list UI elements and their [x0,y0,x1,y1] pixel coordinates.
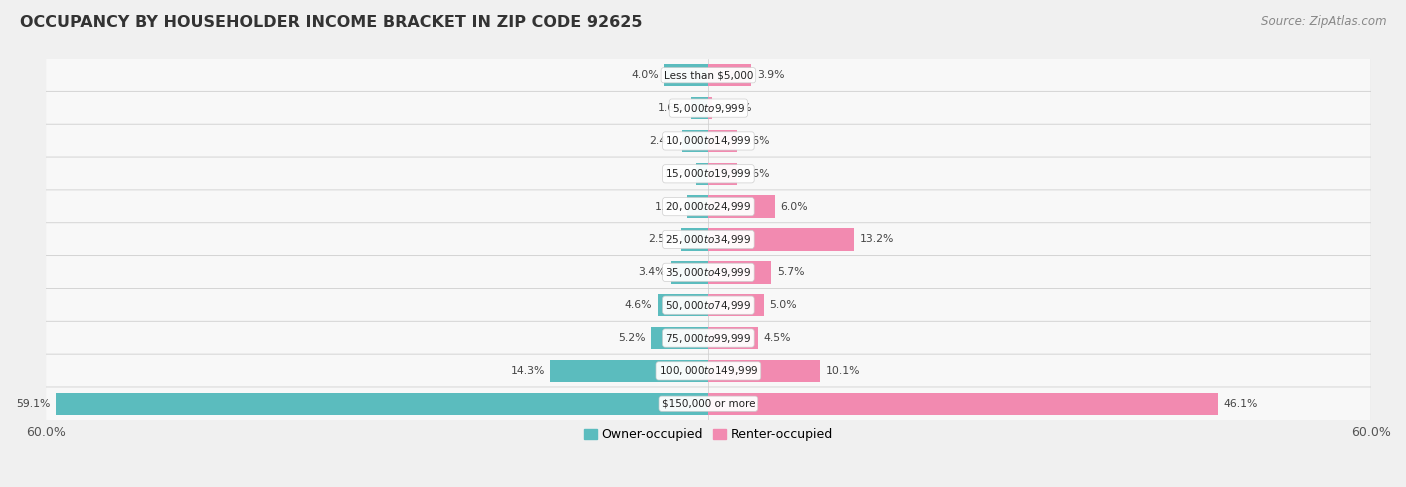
FancyBboxPatch shape [45,288,1371,322]
Text: 2.5%: 2.5% [648,234,675,244]
Text: $150,000 or more: $150,000 or more [662,399,755,409]
FancyBboxPatch shape [45,321,1371,355]
Text: 2.4%: 2.4% [650,136,676,146]
Bar [709,130,737,152]
Text: Less than $5,000: Less than $5,000 [664,70,754,80]
Text: $100,000 to $149,999: $100,000 to $149,999 [658,364,758,377]
Bar [709,327,758,349]
Bar [709,195,775,218]
Text: 10.1%: 10.1% [825,366,860,376]
Bar [709,261,772,283]
Bar [688,195,709,218]
FancyBboxPatch shape [45,92,1371,125]
FancyBboxPatch shape [45,387,1371,420]
Text: 2.6%: 2.6% [742,136,770,146]
Legend: Owner-occupied, Renter-occupied: Owner-occupied, Renter-occupied [579,423,838,447]
Text: OCCUPANCY BY HOUSEHOLDER INCOME BRACKET IN ZIP CODE 92625: OCCUPANCY BY HOUSEHOLDER INCOME BRACKET … [20,15,643,30]
Bar [709,64,751,86]
Text: 6.0%: 6.0% [780,202,808,212]
Text: 5.7%: 5.7% [778,267,804,277]
Bar [690,97,709,119]
Text: 14.3%: 14.3% [510,366,546,376]
Bar [658,294,709,317]
Text: 46.1%: 46.1% [1223,399,1257,409]
Text: $35,000 to $49,999: $35,000 to $49,999 [665,266,752,279]
Bar [682,130,709,152]
Text: 1.1%: 1.1% [664,169,690,179]
Text: 59.1%: 59.1% [15,399,51,409]
FancyBboxPatch shape [45,354,1371,388]
FancyBboxPatch shape [45,190,1371,224]
FancyBboxPatch shape [45,256,1371,289]
FancyBboxPatch shape [45,58,1371,92]
Bar [709,228,855,251]
Text: 0.29%: 0.29% [717,103,752,113]
Text: 13.2%: 13.2% [859,234,894,244]
Bar [551,360,709,382]
FancyBboxPatch shape [45,157,1371,190]
Text: 1.6%: 1.6% [658,103,685,113]
Text: $20,000 to $24,999: $20,000 to $24,999 [665,200,752,213]
Bar [696,163,709,185]
Bar [709,294,763,317]
Text: 3.4%: 3.4% [638,267,665,277]
Text: 1.9%: 1.9% [654,202,682,212]
Bar [56,393,709,415]
Text: $75,000 to $99,999: $75,000 to $99,999 [665,332,752,344]
Text: 5.0%: 5.0% [769,300,797,310]
FancyBboxPatch shape [45,223,1371,256]
FancyBboxPatch shape [45,124,1371,158]
Bar [681,228,709,251]
Text: $10,000 to $14,999: $10,000 to $14,999 [665,134,752,148]
Bar [664,64,709,86]
Text: 4.6%: 4.6% [624,300,652,310]
Text: 5.2%: 5.2% [619,333,645,343]
Text: $5,000 to $9,999: $5,000 to $9,999 [672,102,745,114]
Bar [671,261,709,283]
Text: Source: ZipAtlas.com: Source: ZipAtlas.com [1261,15,1386,28]
Text: $25,000 to $34,999: $25,000 to $34,999 [665,233,752,246]
Text: $50,000 to $74,999: $50,000 to $74,999 [665,299,752,312]
Bar [709,163,737,185]
Text: 2.6%: 2.6% [742,169,770,179]
Text: $15,000 to $19,999: $15,000 to $19,999 [665,168,752,180]
Text: 3.9%: 3.9% [756,70,785,80]
Bar [651,327,709,349]
Bar [709,360,820,382]
Text: 4.5%: 4.5% [763,333,792,343]
Text: 4.0%: 4.0% [631,70,658,80]
Bar [709,97,711,119]
Bar [709,393,1218,415]
